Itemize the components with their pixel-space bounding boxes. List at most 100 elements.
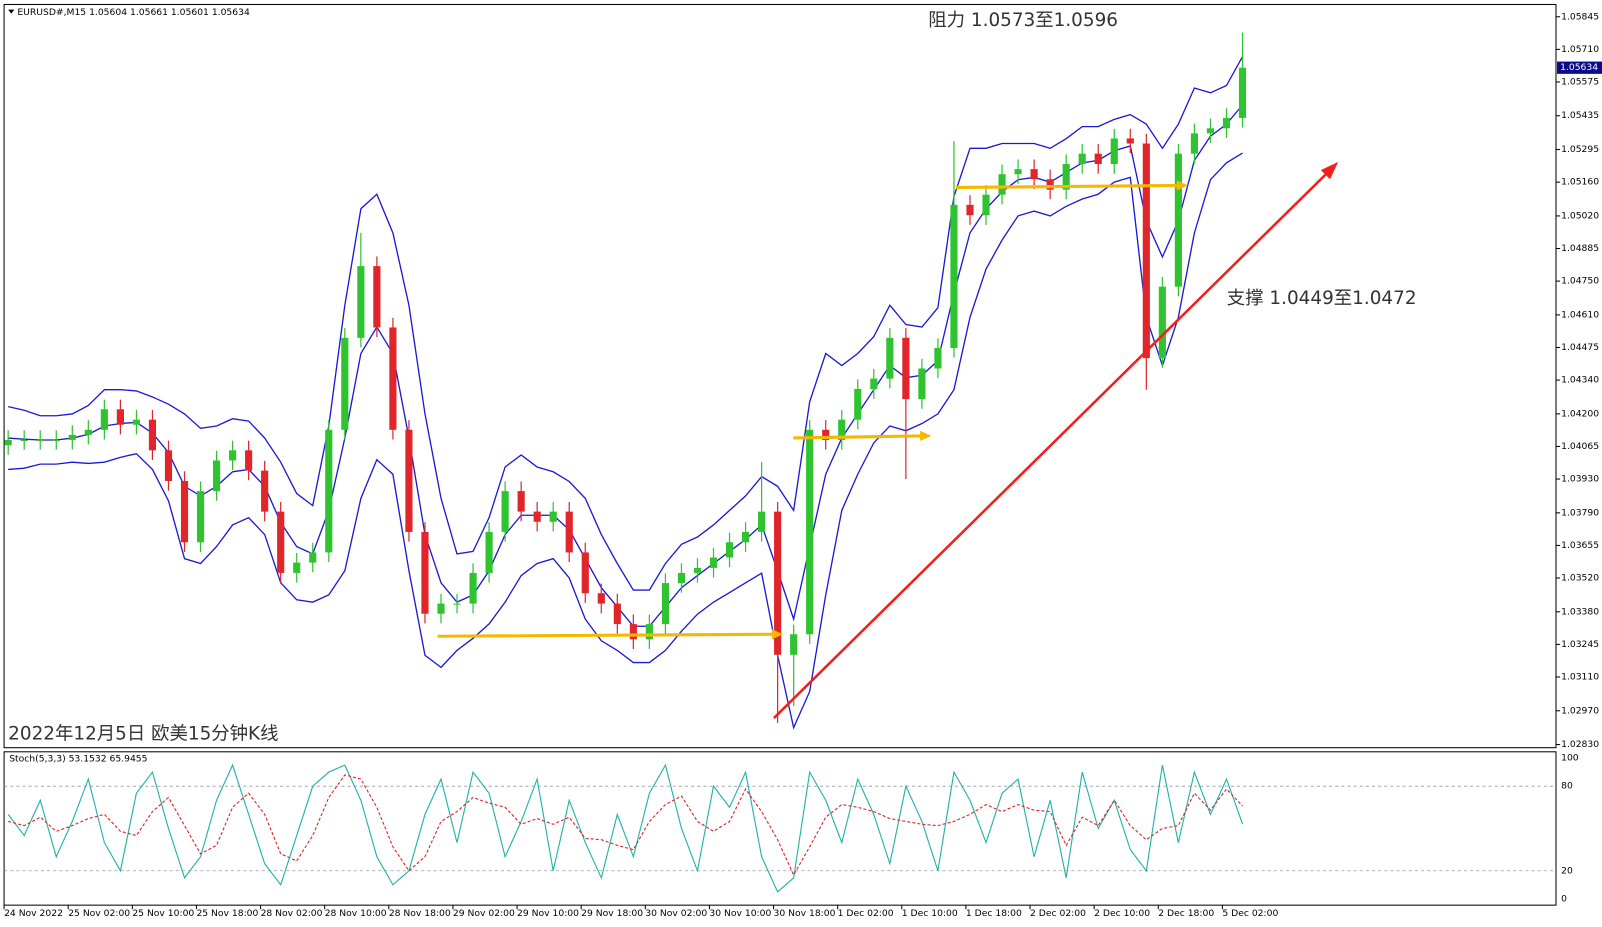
candle-body xyxy=(84,429,92,435)
x-tick-label: 30 Nov 18:00 xyxy=(774,908,836,919)
candle-body xyxy=(1222,117,1231,129)
candle-body xyxy=(373,266,381,328)
candle-body xyxy=(116,409,124,425)
candle-body xyxy=(212,460,221,492)
candle-body xyxy=(68,434,76,440)
candle-body xyxy=(469,572,477,604)
current-price-label: 1.05634 xyxy=(1560,62,1598,73)
candle-body xyxy=(1110,138,1118,165)
x-tick-label: 1 Dec 18:00 xyxy=(966,908,1022,919)
chart-title: 2022年12月5日 欧美15分钟K线 xyxy=(8,723,278,744)
candle-body xyxy=(565,511,573,553)
candle-body xyxy=(629,624,637,640)
y-tick-label: 1.04885 xyxy=(1561,243,1599,254)
candle-body xyxy=(902,337,910,400)
bollinger-lower xyxy=(8,152,1243,730)
stoch-panel xyxy=(3,751,1557,906)
candle-body xyxy=(533,511,541,522)
x-tick-label: 2 Dec 02:00 xyxy=(1030,908,1086,919)
y-tick-label: 1.05845 xyxy=(1561,11,1599,22)
support-line xyxy=(437,632,775,638)
y-tick-label: 1.05020 xyxy=(1561,210,1599,221)
x-tick-label: 5 Dec 02:00 xyxy=(1222,908,1278,919)
y-tick-label: 1.05435 xyxy=(1561,110,1599,121)
candle-body xyxy=(1078,153,1086,165)
candle-body xyxy=(1174,153,1182,287)
y-tick-label: 1.04475 xyxy=(1561,342,1599,353)
support-line xyxy=(793,434,924,440)
candle-body xyxy=(645,624,653,640)
stoch-plot xyxy=(4,763,1556,893)
x-tick-label: 30 Nov 10:00 xyxy=(709,908,771,919)
arrow-head xyxy=(771,629,784,640)
candle-body xyxy=(597,593,605,604)
x-tick-label: 24 Nov 2022 xyxy=(4,908,63,919)
candle-body xyxy=(918,368,926,400)
support-note: 支撑 1.0449至1.0472 xyxy=(1227,288,1417,309)
axes: 1.05845 1.05710 1.05575 1.05435 1.05295 1.051… xyxy=(3,11,1602,919)
resistance-note: 阻力 1.0573至1.0596 xyxy=(928,10,1118,31)
candle-body xyxy=(309,552,317,563)
candle-body xyxy=(277,511,285,573)
candle-body xyxy=(437,603,445,614)
y-tick-label: 1.02970 xyxy=(1561,705,1599,716)
candle-body xyxy=(886,337,894,379)
candle-body xyxy=(132,419,140,425)
y-tick-label: 1.05710 xyxy=(1561,44,1599,55)
candle-body xyxy=(1158,286,1166,359)
candle-body xyxy=(758,511,766,532)
x-tick-label: 1 Dec 02:00 xyxy=(838,908,894,919)
candle-body xyxy=(982,194,990,216)
candle-body xyxy=(854,389,862,420)
support-line xyxy=(955,183,1180,190)
stoch-line xyxy=(7,763,1244,893)
candle-body xyxy=(870,378,878,390)
current-price-box xyxy=(1557,61,1602,74)
bollinger-upper xyxy=(8,56,1244,591)
candle-body xyxy=(934,347,942,369)
candle-body xyxy=(549,511,557,522)
stoch-tick-label: 0 xyxy=(1561,893,1567,904)
trend-arrow xyxy=(773,170,1330,719)
candle-body xyxy=(405,429,413,532)
y-tick-label: 1.03245 xyxy=(1561,639,1599,650)
candle-body xyxy=(838,419,846,440)
candle-body xyxy=(1046,179,1054,190)
candle-body xyxy=(485,531,493,573)
candle-body xyxy=(389,327,397,430)
stoch-tick-label: 100 xyxy=(1561,753,1579,764)
candle-body xyxy=(4,439,12,446)
x-tick-label: 30 Nov 02:00 xyxy=(645,908,707,919)
candle-body xyxy=(1094,153,1102,165)
y-tick-label: 1.04200 xyxy=(1561,408,1599,419)
x-tick-label: 2 Dec 10:00 xyxy=(1094,908,1150,919)
candle-body xyxy=(196,491,205,543)
candle-body xyxy=(1014,169,1022,175)
candle-body xyxy=(1238,67,1247,118)
y-tick-label: 1.03110 xyxy=(1561,671,1599,682)
x-tick-label: 25 Nov 10:00 xyxy=(132,908,194,919)
candle-body xyxy=(677,572,686,584)
candle-body xyxy=(180,480,189,543)
y-tick-label: 1.03380 xyxy=(1561,606,1599,617)
candle-body xyxy=(661,583,669,625)
candle-body xyxy=(741,531,750,543)
stoch-tick-label: 80 xyxy=(1561,781,1573,792)
candle-body xyxy=(822,429,830,440)
stoch-tick-label: 20 xyxy=(1561,865,1573,876)
candle-body xyxy=(1142,143,1150,359)
y-tick-label: 1.02830 xyxy=(1561,739,1599,750)
x-tick-label: 29 Nov 10:00 xyxy=(517,908,579,919)
candle-body xyxy=(229,450,237,461)
candle-body xyxy=(501,491,509,532)
y-tick-label: 1.04065 xyxy=(1561,441,1599,452)
y-tick-label: 1.03930 xyxy=(1561,474,1599,485)
x-tick-label: 25 Nov 18:00 xyxy=(196,908,258,919)
candle-body xyxy=(806,429,814,635)
y-tick-label: 1.05295 xyxy=(1561,144,1599,155)
x-tick-label: 29 Nov 02:00 xyxy=(453,908,515,919)
candle-body xyxy=(774,511,782,655)
candle-body xyxy=(148,419,157,451)
